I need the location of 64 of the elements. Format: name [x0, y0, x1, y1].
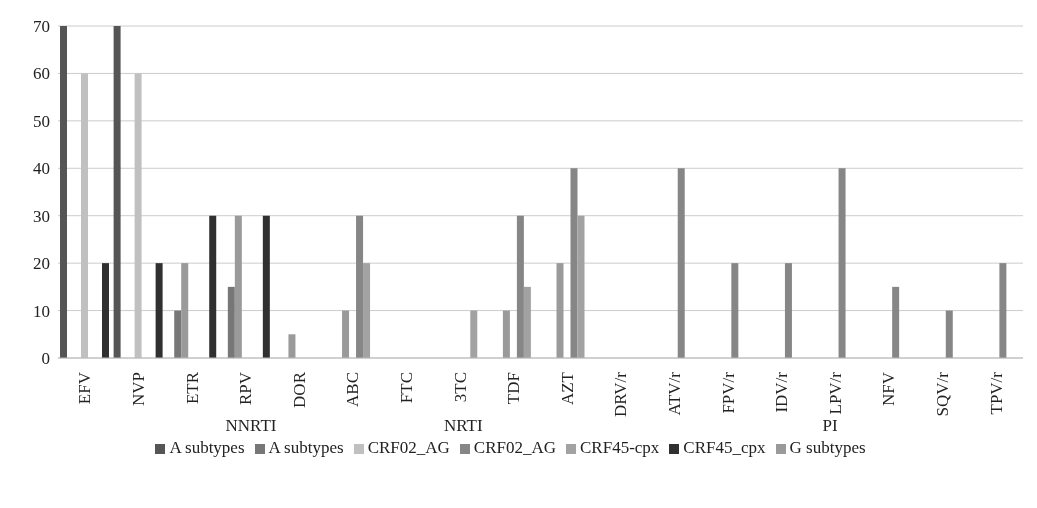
legend-label: A subtypes: [268, 438, 344, 457]
y-tick-label: 0: [41, 349, 50, 369]
text: NNRTI: [225, 416, 277, 436]
bar: [113, 26, 121, 358]
bar: [677, 168, 685, 358]
y-tick-label: 40: [33, 159, 50, 179]
bar: [174, 310, 182, 358]
legend-label: CRF02_AG: [473, 438, 556, 457]
x-tick-label: SQV/r: [933, 371, 953, 417]
bar: [838, 168, 846, 358]
bar: [234, 215, 242, 358]
x-tick-label: DOR: [289, 371, 309, 408]
bar: [556, 263, 564, 358]
bar: [342, 310, 350, 358]
y-tick-label: 30: [33, 206, 50, 226]
bar: [731, 263, 739, 358]
x-tick-label: NFV: [879, 371, 899, 407]
x-tick-label: EFV: [75, 371, 95, 405]
text: NRTI: [443, 416, 483, 436]
x-tick-label: FTC: [396, 372, 416, 404]
x-tick-label: FPV/r: [718, 371, 738, 414]
bar: [470, 310, 478, 358]
x-tick-label: 3TC: [450, 372, 470, 403]
legend-label: CRF02_AG: [367, 438, 450, 457]
x-tick-label: LPV/r: [825, 371, 845, 415]
bar: [570, 168, 578, 358]
x-tick-label: NVP: [128, 372, 148, 407]
legend-label: A subtypes: [169, 438, 245, 457]
bar: [523, 286, 531, 358]
x-tick-label: IDV/r: [772, 371, 792, 413]
bar: [60, 26, 67, 358]
text: PI: [822, 416, 838, 436]
bar: [356, 215, 364, 358]
bar: [784, 263, 792, 358]
bar: [945, 310, 953, 358]
y-tick-label: 70: [33, 17, 50, 37]
bar: [227, 286, 235, 358]
x-tick-label: RPV: [236, 371, 256, 406]
bar: [516, 215, 524, 358]
bar: [102, 263, 109, 358]
x-tick-label: ATV/r: [665, 371, 685, 416]
x-tick-label: AZT: [557, 371, 577, 406]
bar: [892, 286, 900, 358]
legend-label: CRF45-cpx: [580, 438, 660, 457]
bar: [363, 263, 371, 358]
y-tick-label: 50: [33, 111, 50, 131]
bar: [155, 263, 163, 358]
bar: [999, 263, 1007, 358]
x-tick-label: ABC: [343, 372, 363, 407]
bar: [502, 310, 510, 358]
y-tick-label: 10: [33, 301, 50, 321]
y-tick-label: 60: [33, 64, 50, 84]
bar: [288, 334, 296, 358]
bar: [577, 215, 585, 358]
bar: [209, 215, 217, 358]
x-tick-label: ETR: [182, 371, 202, 405]
legend-label: G subtypes: [789, 438, 866, 457]
legend-label: CRF45_cpx: [683, 438, 766, 457]
x-tick-label: DRV/r: [611, 371, 631, 417]
x-tick-label: TDF: [504, 372, 524, 405]
x-tick-label: TPV/r: [986, 371, 1006, 415]
y-tick-label: 20: [33, 254, 50, 274]
bar: [262, 215, 270, 358]
bar: [181, 263, 189, 358]
